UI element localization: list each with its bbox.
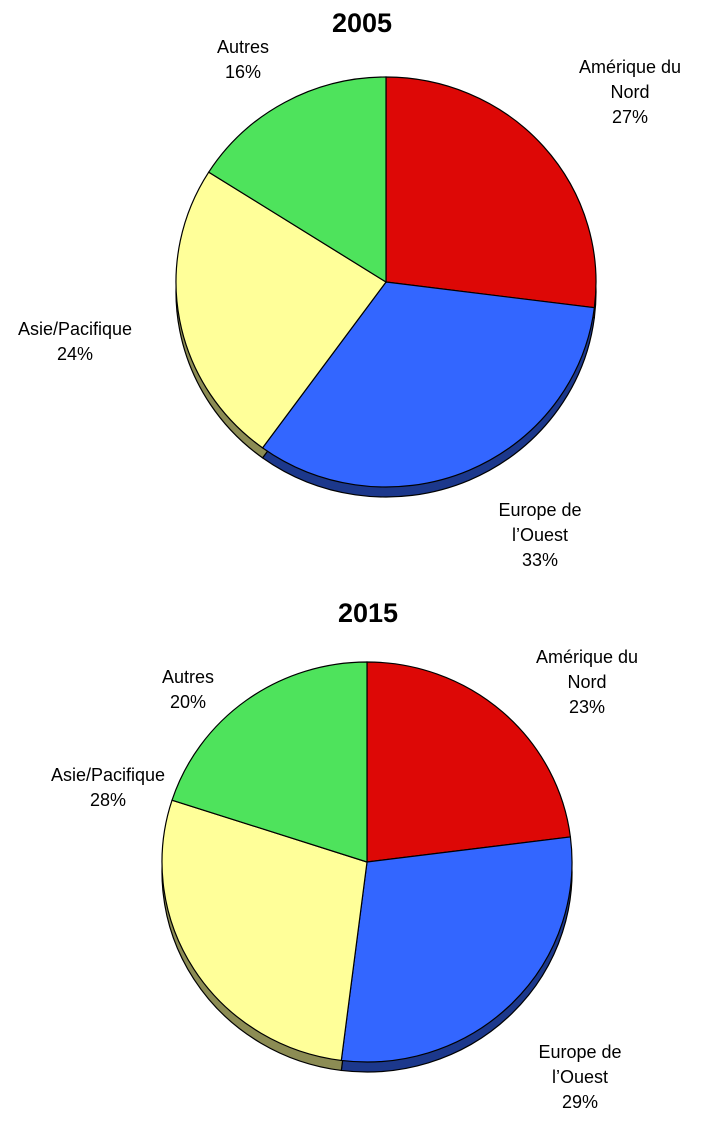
value-label: 29% xyxy=(561,1092,599,1112)
pie-chart xyxy=(161,661,573,1073)
slice xyxy=(340,836,573,1063)
value-label: 20% xyxy=(169,692,207,712)
slice-label: Autres 16% xyxy=(193,35,293,85)
value-label: 33% xyxy=(521,550,559,570)
category-label: Autres xyxy=(216,37,270,57)
value-label: 23% xyxy=(568,697,606,717)
slice-label: Europe de l’Ouest 29% xyxy=(530,1040,630,1115)
category-label: Asie/Pacifique xyxy=(17,319,133,339)
value-label: 28% xyxy=(89,790,127,810)
slice xyxy=(366,661,572,863)
category-label: Amérique du Nord xyxy=(578,57,682,102)
slice xyxy=(171,661,368,863)
slice xyxy=(175,171,387,449)
pie-chart xyxy=(175,76,597,498)
slice-label: Amérique du Nord 27% xyxy=(570,55,690,130)
slice-label: Asie/Pacifique 28% xyxy=(33,763,183,813)
chart-title: 2015 xyxy=(337,598,399,628)
slice-label: Autres 20% xyxy=(138,665,238,715)
slice xyxy=(161,799,368,1062)
slice xyxy=(207,76,387,284)
category-label: Amérique du Nord xyxy=(535,647,639,692)
slice-label: Asie/Pacifique 24% xyxy=(0,317,150,367)
slice xyxy=(385,76,597,309)
category-label: Autres xyxy=(161,667,215,687)
value-label: 24% xyxy=(56,344,94,364)
category-label: Europe de l’Ouest xyxy=(498,500,582,545)
chart-panel: 2005 Amérique du Nord 27% Europe de l’Ouest… xyxy=(0,0,702,570)
slice xyxy=(261,281,596,488)
chart-panel: 2015 Amérique du Nord 23% Europe de l’Ouest… xyxy=(0,590,702,1145)
category-label: Asie/Pacifique xyxy=(50,765,166,785)
value-label: 16% xyxy=(224,62,262,82)
category-label: Europe de l’Ouest xyxy=(538,1042,622,1087)
chart-title: 2005 xyxy=(331,8,393,38)
slice-label: Europe de l’Ouest 33% xyxy=(490,498,590,570)
slice-label: Amérique du Nord 23% xyxy=(527,645,647,720)
value-label: 27% xyxy=(611,107,649,127)
